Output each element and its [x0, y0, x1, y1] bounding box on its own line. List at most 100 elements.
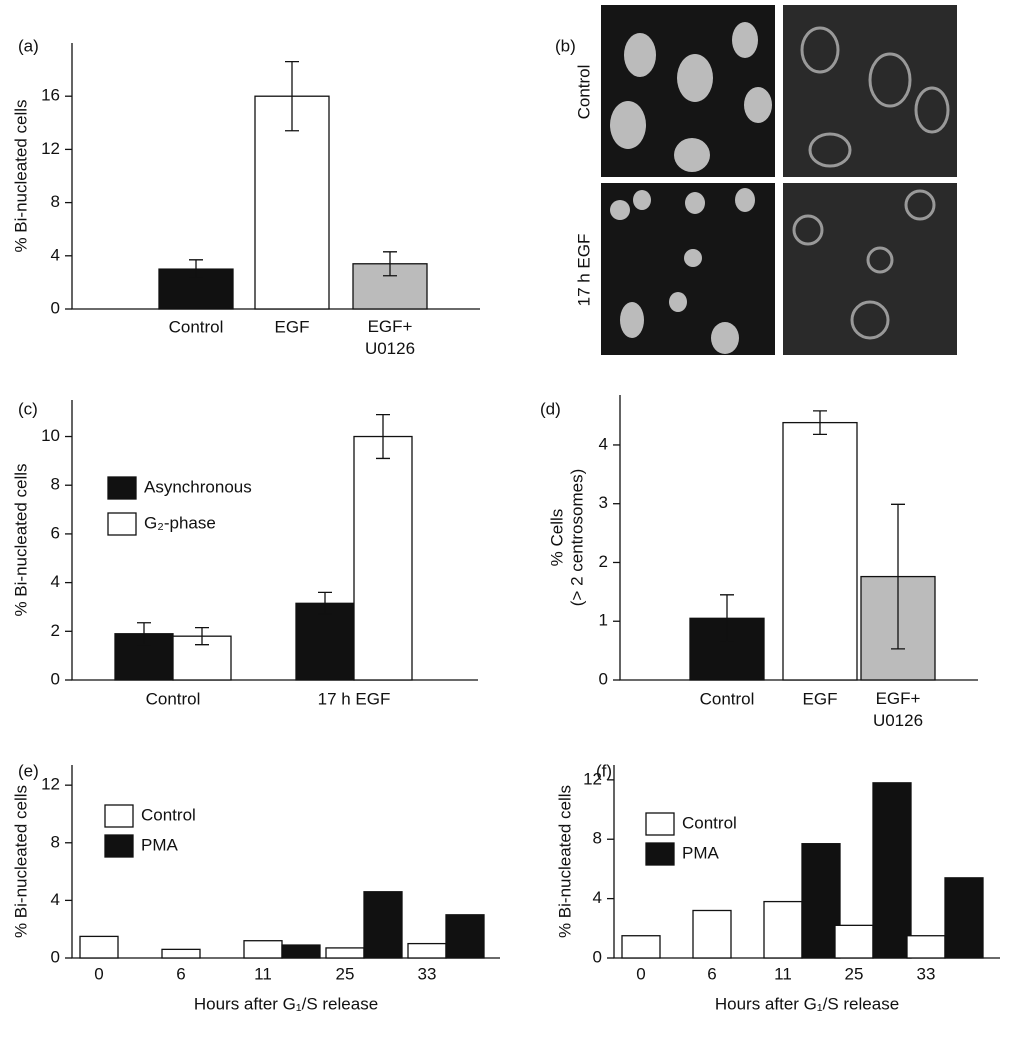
- legend-swatch: [104, 834, 134, 858]
- error-bar: [318, 591, 332, 615]
- x-tick-label: 33: [418, 964, 437, 983]
- bar: [281, 944, 321, 959]
- y-axis-label: (> 2 centrosomes): [567, 469, 586, 606]
- legend-swatch: [645, 842, 675, 866]
- x-tick-label: EGF: [275, 317, 310, 336]
- legend-swatch: [645, 812, 675, 836]
- legend-label: G₂-phase: [144, 513, 216, 532]
- axes: [71, 765, 500, 959]
- bar: [161, 948, 201, 959]
- y-tick-label: 0: [51, 947, 60, 966]
- bar: [79, 935, 119, 959]
- cell-outlines: [792, 26, 950, 340]
- x-tick-label: 6: [176, 964, 185, 983]
- x-tick-label: 25: [336, 964, 355, 983]
- bar: [254, 95, 330, 310]
- x-tick-label: 11: [254, 964, 272, 983]
- bar: [944, 877, 984, 959]
- error-bar: [383, 251, 397, 277]
- x-tick-label: EGF+ U0126: [365, 317, 415, 358]
- panel-label: (e): [18, 761, 39, 780]
- legend-label: PMA: [141, 835, 179, 854]
- bar: [906, 935, 946, 959]
- y-tick-label: 4: [51, 890, 60, 909]
- bar: [243, 940, 283, 959]
- bar: [363, 891, 403, 959]
- y-tick-label: 4: [51, 245, 60, 264]
- error-bar: [720, 594, 734, 643]
- error-bar: [189, 259, 203, 280]
- bar: [763, 900, 803, 959]
- x-axis-label: Hours after G₁/S release: [715, 994, 899, 1013]
- x-tick-label: Control: [169, 317, 224, 336]
- y-tick-label: 3: [599, 493, 608, 512]
- x-tick-label: 17 h EGF: [318, 689, 391, 708]
- y-tick-label: 12: [41, 775, 60, 794]
- legend-swatch: [107, 476, 137, 500]
- y-tick-label: 12: [583, 769, 602, 788]
- error-bar: [285, 60, 299, 132]
- y-axis-label: % Bi-nucleated cells: [555, 785, 574, 938]
- panel-label: (c): [18, 399, 38, 418]
- bar: [872, 782, 912, 959]
- y-tick-label: 4: [599, 434, 608, 453]
- bar: [782, 421, 858, 681]
- y-tick-label: 4: [593, 888, 602, 907]
- x-tick-label: 33: [917, 964, 936, 983]
- error-bar: [195, 627, 209, 646]
- y-tick-label: 0: [51, 669, 60, 688]
- x-tick-label: 6: [707, 964, 716, 983]
- micrograph-panel: (b) Control 17 h EGF: [555, 5, 957, 355]
- y-tick-label: 8: [51, 475, 60, 494]
- x-tick-label: 0: [636, 964, 645, 983]
- bar: [834, 924, 874, 959]
- bar: [158, 268, 234, 310]
- legend-label: Control: [141, 805, 196, 824]
- x-tick-label: EGF+ U0126: [873, 689, 923, 730]
- y-tick-label: 8: [51, 832, 60, 851]
- x-tick-label: EGF: [803, 689, 838, 708]
- y-axis-label: % Bi-nucleated cells: [11, 463, 30, 616]
- legend-label: PMA: [682, 843, 720, 862]
- bar: [621, 935, 661, 959]
- y-tick-label: 16: [41, 86, 60, 105]
- y-tick-label: 4: [51, 572, 60, 591]
- y-tick-label: 2: [51, 621, 60, 640]
- legend-label: Control: [682, 813, 737, 832]
- y-tick-label: 8: [51, 192, 60, 211]
- error-bar: [376, 413, 390, 460]
- y-axis-label: % Bi-nucleated cells: [11, 785, 30, 938]
- y-axis-label: % Cells: [547, 509, 566, 567]
- y-tick-label: 10: [41, 426, 60, 445]
- panel-label: (d): [540, 399, 561, 418]
- x-axis-label: Hours after G₁/S release: [194, 994, 378, 1013]
- x-tick-label: 11: [774, 964, 792, 983]
- bar: [407, 942, 447, 959]
- micrograph: [783, 5, 957, 177]
- x-tick-label: 25: [845, 964, 864, 983]
- y-tick-label: 12: [41, 139, 60, 158]
- bar: [295, 602, 355, 681]
- row-label: Control: [574, 65, 593, 120]
- panel-label: (f): [596, 761, 612, 780]
- y-tick-label: 0: [51, 298, 60, 317]
- bar: [325, 947, 365, 959]
- error-bar: [891, 503, 905, 650]
- y-axis-label: % Bi-nucleated cells: [11, 99, 30, 252]
- y-tick-label: 0: [593, 947, 602, 966]
- error-bar: [137, 622, 151, 646]
- x-tick-label: 0: [94, 964, 103, 983]
- legend-swatch: [104, 804, 134, 828]
- x-tick-label: Control: [700, 689, 755, 708]
- legend-label: Asynchronous: [144, 477, 252, 496]
- bar: [692, 909, 732, 959]
- bar: [353, 435, 413, 681]
- y-tick-label: 8: [593, 829, 602, 848]
- y-tick-label: 2: [599, 552, 608, 571]
- panel-label: (a): [18, 36, 39, 55]
- bar: [445, 914, 485, 959]
- panel-label: (b): [555, 36, 576, 55]
- bar: [801, 843, 841, 959]
- legend-swatch: [107, 512, 137, 536]
